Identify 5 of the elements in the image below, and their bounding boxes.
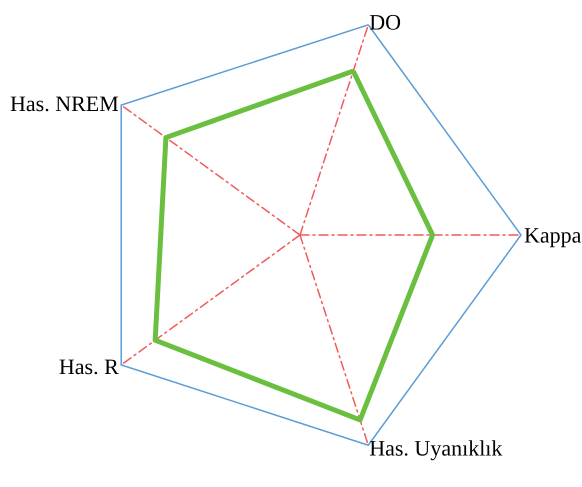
spoke-label: Has. R bbox=[58, 354, 120, 380]
spoke-label: Has. Uyanıklık bbox=[369, 436, 502, 461]
spoke-label: DO bbox=[369, 9, 401, 34]
spoke-label: Kappa bbox=[524, 222, 582, 248]
spoke-label: Has. NREM bbox=[10, 90, 119, 116]
